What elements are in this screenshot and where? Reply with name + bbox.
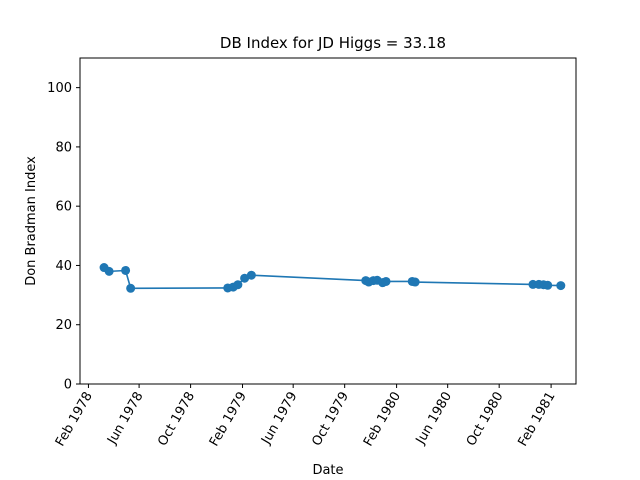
- data-point: [556, 281, 566, 291]
- data-point: [543, 280, 553, 290]
- y-tick-label: 40: [55, 259, 72, 274]
- y-tick-label: 0: [64, 378, 72, 393]
- data-point: [381, 276, 391, 286]
- data-point: [104, 266, 114, 276]
- data-point: [121, 265, 131, 275]
- data-point: [126, 283, 136, 293]
- y-axis: 0 20 40 60 80 100: [47, 81, 80, 393]
- x-axis-title: Date: [312, 463, 343, 478]
- y-tick-label: 20: [55, 318, 72, 333]
- y-axis-title: Don Bradman Index: [24, 156, 39, 286]
- plot-frame: [79, 57, 577, 385]
- data-point: [233, 280, 243, 290]
- data-point: [240, 273, 250, 283]
- chart-title: DB Index for JD Higgs = 33.18: [220, 34, 446, 52]
- data-point: [410, 277, 420, 287]
- plot-marks: [99, 263, 566, 293]
- y-tick-label: 80: [55, 140, 72, 155]
- y-tick-label: 100: [47, 81, 72, 96]
- data-point: [246, 270, 256, 280]
- y-tick-label: 60: [55, 200, 72, 215]
